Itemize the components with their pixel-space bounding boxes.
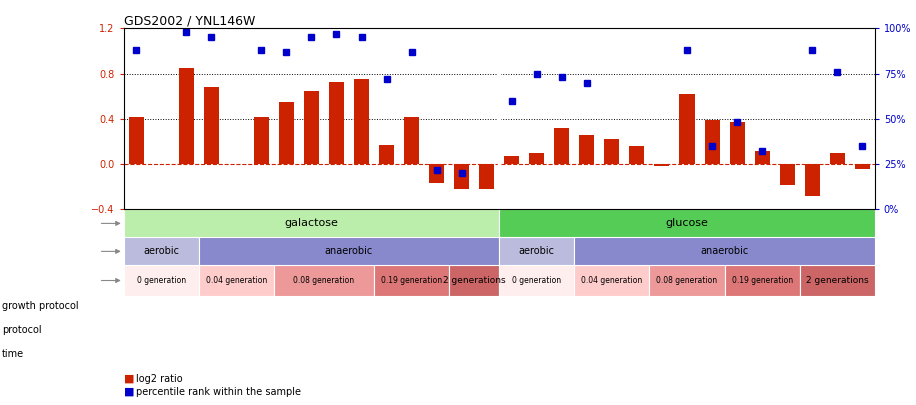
Text: log2 ratio: log2 ratio xyxy=(136,374,182,384)
Text: galactose: galactose xyxy=(285,218,338,228)
Bar xyxy=(124,209,499,237)
Text: ■: ■ xyxy=(124,374,134,384)
Bar xyxy=(804,164,820,196)
Text: anaerobic: anaerobic xyxy=(325,246,373,256)
Text: protocol: protocol xyxy=(2,325,41,335)
Bar xyxy=(654,164,670,166)
Bar xyxy=(199,237,499,265)
Text: anaerobic: anaerobic xyxy=(701,246,748,256)
Bar xyxy=(274,265,374,296)
Text: 2 generations: 2 generations xyxy=(806,276,868,285)
Text: 0.19 generation: 0.19 generation xyxy=(732,276,792,285)
Bar xyxy=(855,164,870,168)
Text: 0 generation: 0 generation xyxy=(512,276,562,285)
Bar xyxy=(128,117,144,164)
Text: 0.19 generation: 0.19 generation xyxy=(381,276,442,285)
Text: ■: ■ xyxy=(124,387,134,397)
Text: 2 generations: 2 generations xyxy=(442,276,506,285)
Bar xyxy=(179,68,194,164)
Text: 0.08 generation: 0.08 generation xyxy=(293,276,354,285)
Bar xyxy=(124,265,199,296)
Text: 0 generation: 0 generation xyxy=(136,276,186,285)
Text: aerobic: aerobic xyxy=(143,246,180,256)
Bar xyxy=(649,265,725,296)
Bar xyxy=(629,146,645,164)
Bar xyxy=(379,145,394,164)
Bar xyxy=(800,265,875,296)
Bar xyxy=(124,237,199,265)
Bar xyxy=(449,265,499,296)
Bar xyxy=(499,237,574,265)
Bar xyxy=(574,237,875,265)
Bar xyxy=(499,265,574,296)
Bar xyxy=(504,156,519,164)
Bar xyxy=(579,135,594,164)
Bar xyxy=(354,79,369,164)
Text: 0.04 generation: 0.04 generation xyxy=(206,276,267,285)
Text: 0.08 generation: 0.08 generation xyxy=(657,276,717,285)
Bar xyxy=(254,117,269,164)
Bar xyxy=(454,164,469,189)
Bar xyxy=(574,265,649,296)
Bar xyxy=(199,265,274,296)
Bar xyxy=(499,209,875,237)
Bar xyxy=(529,153,544,164)
Bar xyxy=(725,265,800,296)
Bar xyxy=(554,128,570,164)
Text: GDS2002 / YNL146W: GDS2002 / YNL146W xyxy=(124,14,255,27)
Bar xyxy=(404,117,420,164)
Bar xyxy=(374,265,449,296)
Bar xyxy=(304,91,319,164)
Text: growth protocol: growth protocol xyxy=(2,301,79,311)
Bar xyxy=(830,153,845,164)
Text: aerobic: aerobic xyxy=(518,246,555,256)
Bar xyxy=(704,120,720,164)
Text: time: time xyxy=(2,350,24,359)
Bar xyxy=(329,81,344,164)
Bar xyxy=(755,151,769,164)
Bar xyxy=(605,139,619,164)
Bar xyxy=(680,94,694,164)
Bar xyxy=(780,164,795,185)
Bar xyxy=(729,122,745,164)
Text: 0.04 generation: 0.04 generation xyxy=(582,276,642,285)
Text: percentile rank within the sample: percentile rank within the sample xyxy=(136,387,300,397)
Bar xyxy=(278,102,294,164)
Bar xyxy=(429,164,444,183)
Text: glucose: glucose xyxy=(666,218,708,228)
Bar xyxy=(479,164,495,189)
Bar xyxy=(203,87,219,164)
